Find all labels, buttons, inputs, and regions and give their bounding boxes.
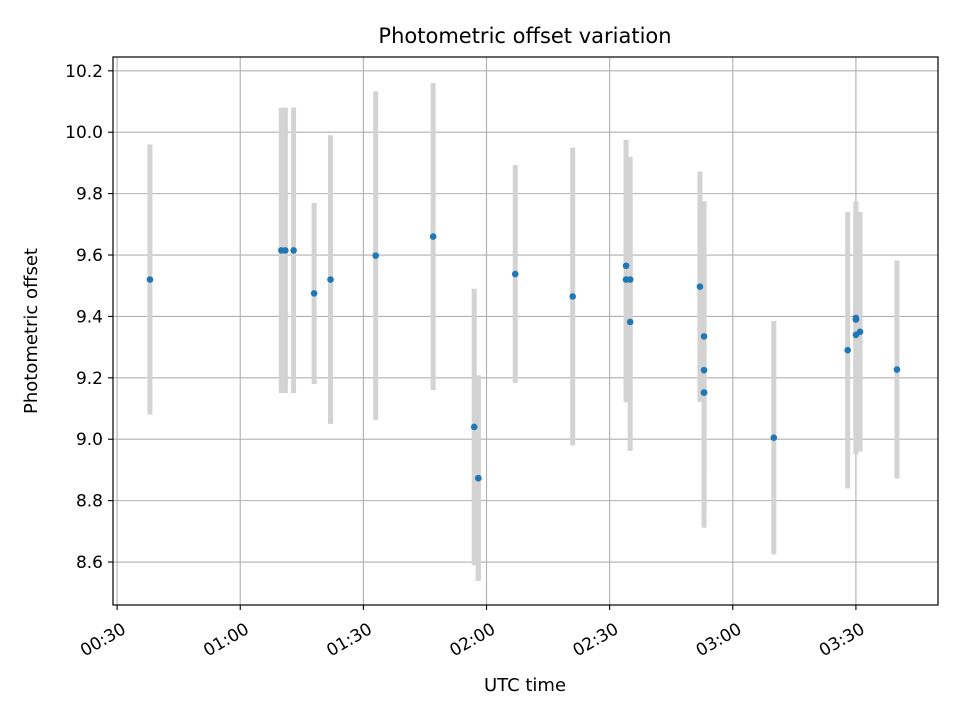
data-point	[470, 423, 478, 431]
data-point	[474, 474, 482, 482]
data-point	[282, 247, 289, 254]
grid	[113, 57, 938, 605]
x-tick-label: 03:30	[816, 619, 868, 661]
data-point	[290, 247, 297, 254]
data-point	[700, 389, 708, 396]
data-points	[146, 233, 901, 482]
x-tick-label: 00:30	[77, 619, 129, 661]
y-tick-label: 9.0	[76, 430, 103, 450]
y-tick-label: 10.2	[65, 62, 103, 82]
x-axis-ticks: 00:30 01:00 01:30 02:00 02:30 03:00 03:30	[77, 605, 868, 661]
x-tick-label: 03:00	[693, 619, 745, 661]
y-tick-label: 8.6	[76, 553, 103, 573]
data-point	[696, 283, 704, 290]
error-bars	[147, 83, 900, 582]
data-point	[700, 333, 708, 340]
data-point	[852, 314, 860, 322]
y-tick-label: 9.6	[76, 246, 103, 266]
y-tick-label: 10.0	[65, 123, 103, 143]
x-tick-label: 02:30	[570, 619, 622, 661]
data-point	[372, 252, 379, 259]
data-point	[770, 434, 778, 441]
data-point	[626, 318, 634, 326]
data-point	[700, 366, 708, 374]
plot-frame	[112, 56, 939, 606]
y-axis-ticks: 8.6 8.8 9.0 9.2 9.4 9.6 9.8 10.0 10.2	[65, 62, 113, 573]
y-tick-label: 9.2	[76, 369, 103, 389]
data-point	[844, 346, 852, 354]
data-point	[146, 276, 154, 283]
y-tick-label: 9.4	[76, 307, 103, 327]
data-point	[511, 270, 519, 278]
y-tick-label: 9.8	[76, 185, 103, 205]
x-tick-label: 02:00	[447, 619, 499, 661]
x-axis-label: UTC time	[484, 675, 566, 696]
x-tick-label: 01:00	[200, 619, 252, 661]
data-point	[310, 290, 318, 297]
y-axis-label: Photometric offset	[21, 248, 42, 414]
data-point	[893, 366, 901, 373]
x-tick-label: 01:30	[323, 619, 375, 661]
chart-title: Photometric offset variation	[378, 24, 671, 48]
y-tick-label: 8.8	[76, 492, 103, 512]
data-point	[429, 233, 437, 240]
data-point	[569, 293, 577, 300]
data-point	[626, 276, 634, 283]
data-point	[327, 276, 334, 283]
data-point	[856, 328, 864, 336]
data-point	[622, 262, 630, 270]
